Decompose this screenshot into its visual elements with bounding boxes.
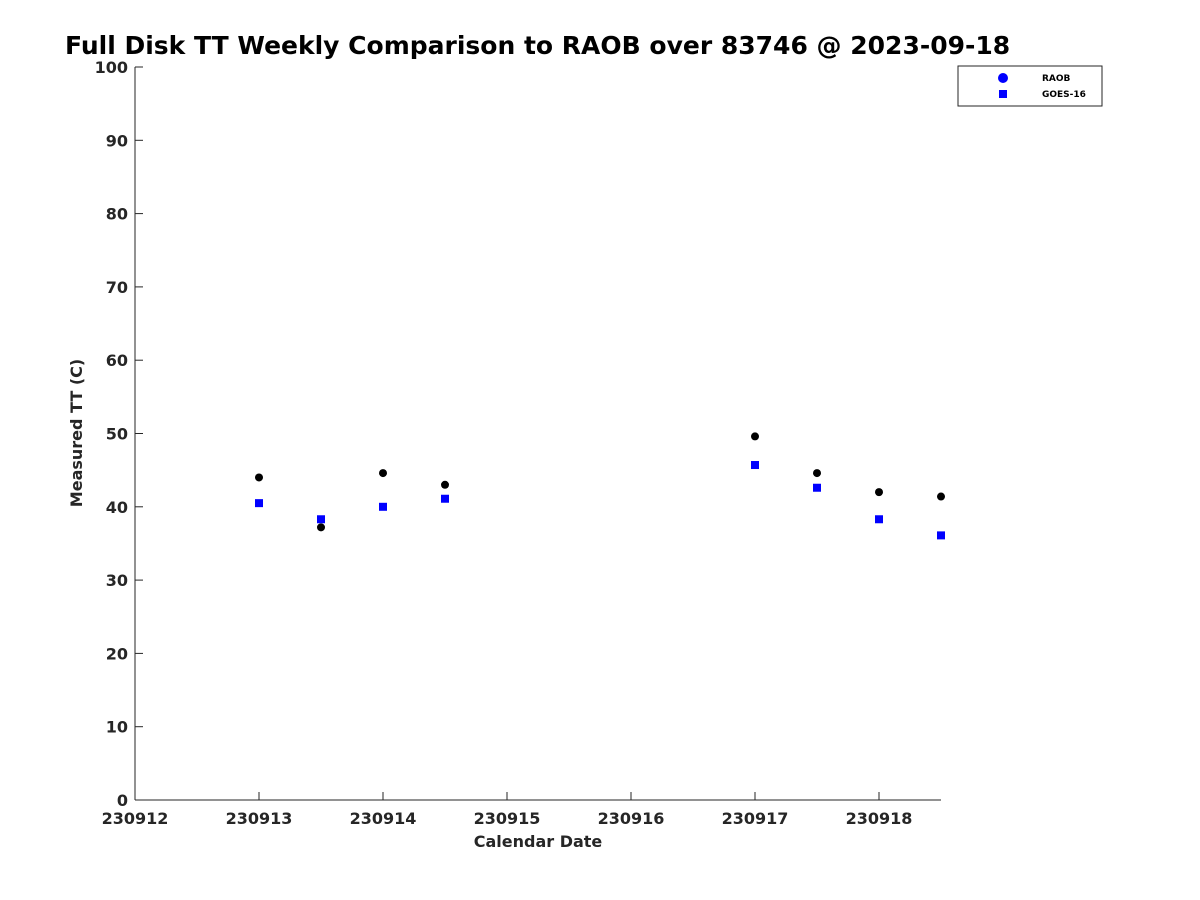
y-tick-label: 50 bbox=[106, 425, 128, 444]
legend: RAOB GOES-16 bbox=[957, 65, 1103, 107]
x-tick-label: 230915 bbox=[474, 809, 541, 828]
legend-entry-label: GOES-16 bbox=[1042, 90, 1086, 100]
x-tick-label: 230912 bbox=[102, 809, 169, 828]
series-raob bbox=[255, 432, 945, 532]
y-tick-label: 60 bbox=[106, 351, 128, 370]
raob-point bbox=[813, 469, 821, 478]
chart-title: Full Disk TT Weekly Comparison to RAOB o… bbox=[65, 31, 1010, 60]
y-tick-label: 10 bbox=[106, 718, 128, 737]
y-tick-label: 80 bbox=[106, 205, 128, 224]
y-tick-label: 20 bbox=[106, 644, 128, 663]
y-tick-label: 0 bbox=[117, 791, 128, 810]
raob-point bbox=[379, 469, 387, 478]
legend-marker-circle bbox=[998, 73, 1008, 83]
goes16-point bbox=[937, 531, 945, 540]
legend-marker-square bbox=[999, 90, 1007, 98]
x-tick-label: 230914 bbox=[350, 809, 417, 828]
raob-point bbox=[875, 488, 883, 497]
y-axis-label: Measured TT (C) bbox=[67, 359, 86, 507]
x-tick-label: 230916 bbox=[598, 809, 665, 828]
plot-axes bbox=[134, 67, 941, 801]
raob-point bbox=[317, 523, 325, 532]
x-tick-label: 230917 bbox=[722, 809, 789, 828]
goes16-point bbox=[751, 461, 759, 470]
series-goes-16 bbox=[255, 461, 945, 540]
goes16-point bbox=[813, 483, 821, 492]
x-tick-label: 230913 bbox=[226, 809, 293, 828]
y-tick-label: 40 bbox=[106, 498, 128, 517]
x-tick-label: 230918 bbox=[846, 809, 913, 828]
legend-box bbox=[957, 65, 1103, 107]
legend-entry-label: RAOB bbox=[1042, 74, 1071, 84]
goes16-point bbox=[441, 494, 449, 503]
y-tick-label: 100 bbox=[95, 58, 128, 77]
goes16-point bbox=[255, 499, 263, 508]
goes16-point bbox=[317, 515, 325, 524]
y-ticks: 0 10 20 30 40 50 60 70 80 90 100 bbox=[95, 58, 143, 810]
goes16-point bbox=[379, 502, 387, 511]
raob-point bbox=[441, 480, 449, 489]
goes16-point bbox=[875, 515, 883, 524]
data-points bbox=[255, 432, 945, 540]
raob-point bbox=[255, 473, 263, 482]
y-tick-label: 90 bbox=[106, 131, 128, 150]
y-tick-label: 30 bbox=[106, 571, 128, 590]
raob-point bbox=[751, 432, 759, 441]
raob-point bbox=[937, 492, 945, 501]
y-tick-label: 70 bbox=[106, 278, 128, 297]
x-axis-label: Calendar Date bbox=[474, 832, 603, 851]
x-ticks: 230912 230913 230914 230915 230916 230917 2309… bbox=[102, 792, 913, 828]
